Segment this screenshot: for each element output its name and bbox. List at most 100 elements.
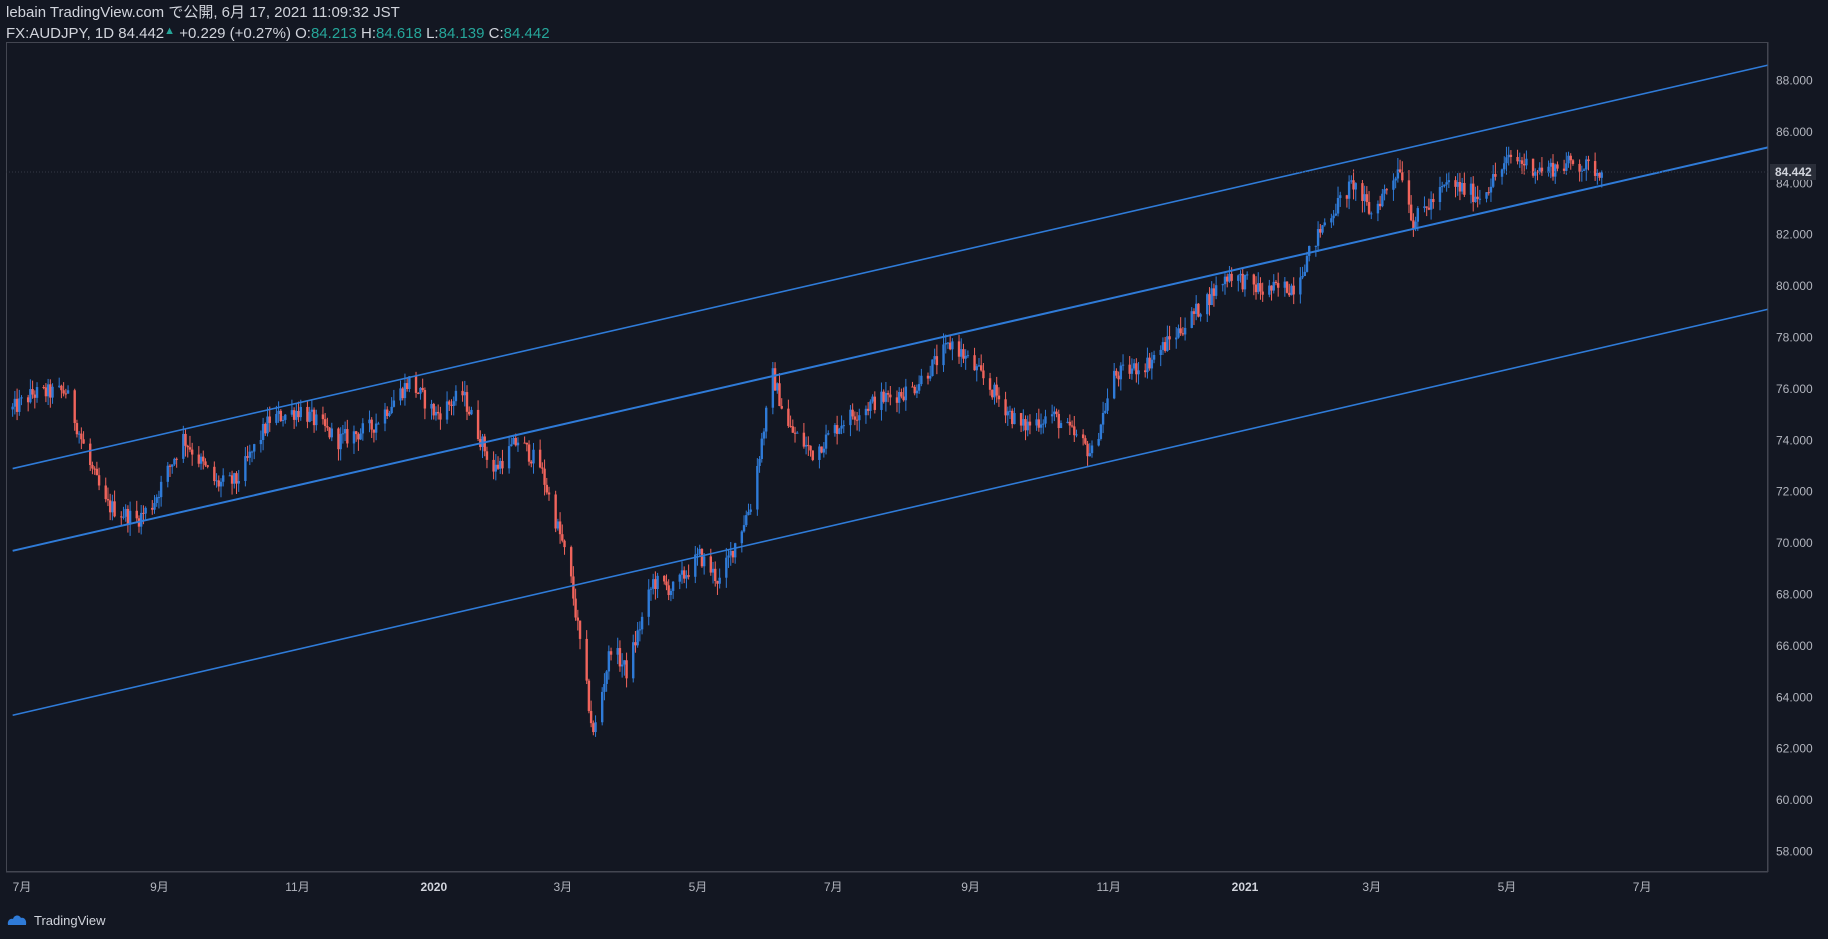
candle-body xyxy=(1536,171,1539,173)
time-tick-label: 3月 xyxy=(553,880,572,894)
candle-body xyxy=(1392,180,1395,190)
candle-body xyxy=(1460,182,1464,192)
candle-body xyxy=(11,406,14,410)
candle-body xyxy=(988,378,992,390)
candle-body xyxy=(600,691,604,723)
candle-body xyxy=(1447,180,1451,183)
time-tick-label: 11月 xyxy=(1096,880,1120,894)
candle-body xyxy=(1339,195,1342,198)
candle-body xyxy=(532,449,535,464)
candle-body xyxy=(1070,425,1074,427)
candle-body xyxy=(871,396,874,402)
candle-body xyxy=(73,390,76,424)
candle-body xyxy=(640,616,644,630)
candle-body xyxy=(1053,411,1056,415)
candle-body xyxy=(809,445,812,451)
time-tick-label: 5月 xyxy=(1498,880,1517,894)
candle-body xyxy=(687,575,690,577)
candle-body xyxy=(889,394,892,398)
candle-body xyxy=(1237,275,1240,281)
candle-body xyxy=(1505,157,1508,164)
candle-body xyxy=(1057,413,1060,429)
candle-body xyxy=(516,442,520,446)
candle-body xyxy=(328,427,331,438)
candle-body xyxy=(1068,421,1072,426)
candle-body xyxy=(1429,198,1433,210)
candle-body xyxy=(1299,277,1302,295)
candle-body xyxy=(202,456,205,462)
candle-body xyxy=(1305,255,1309,272)
candle-body xyxy=(647,589,650,617)
candle-body xyxy=(419,387,422,394)
time-tick-label: 7月 xyxy=(13,880,32,894)
candle-body xyxy=(607,651,611,672)
candle-body xyxy=(780,406,783,409)
candle-body xyxy=(1208,294,1211,306)
candle-body xyxy=(1128,364,1131,374)
candle-body xyxy=(370,419,373,430)
candle-body xyxy=(1245,274,1249,276)
candle-body xyxy=(1456,182,1459,187)
candle-body xyxy=(1090,445,1094,454)
candle-body xyxy=(77,433,81,435)
candle-body xyxy=(991,389,994,398)
candle-body xyxy=(1223,276,1227,285)
candle-body xyxy=(1440,186,1444,188)
candle-body xyxy=(742,525,746,532)
candle-body xyxy=(219,481,223,487)
candle-body xyxy=(1301,275,1304,278)
candle-body xyxy=(1569,155,1572,161)
price-tick-label: 64.000 xyxy=(1776,690,1813,704)
price-tick-label: 86.000 xyxy=(1776,125,1813,139)
candle-body xyxy=(432,403,435,416)
candle-body xyxy=(383,409,387,424)
candle-body xyxy=(1214,285,1218,296)
candle-body xyxy=(122,516,125,518)
candle-body xyxy=(853,416,857,420)
candle-body xyxy=(711,568,715,573)
candle-body xyxy=(541,467,544,469)
candle-body xyxy=(253,444,256,452)
candle-body xyxy=(434,411,438,416)
candle-body xyxy=(1011,410,1014,425)
candle-body xyxy=(82,439,85,444)
candle-body xyxy=(244,456,247,481)
candle-body xyxy=(993,384,996,398)
candle-body xyxy=(789,425,792,427)
candle-body xyxy=(1409,204,1413,221)
candle-body xyxy=(1414,221,1417,229)
price-tick-label: 60.000 xyxy=(1776,793,1813,807)
candle-body xyxy=(778,383,781,407)
candle-body xyxy=(663,575,666,582)
candle-body xyxy=(1525,158,1528,166)
candle-body xyxy=(1192,311,1196,314)
candle-body xyxy=(1383,189,1386,194)
candle-body xyxy=(1152,354,1156,360)
candle-body xyxy=(966,355,970,357)
candle-body xyxy=(1144,370,1147,373)
candle-body xyxy=(1600,171,1603,178)
candle-body xyxy=(1469,183,1473,195)
candle-body xyxy=(1163,342,1167,351)
candle-body xyxy=(299,406,302,418)
candle-body xyxy=(1494,174,1497,177)
candle-body xyxy=(1150,359,1154,369)
price-chart[interactable]: 88.00086.00084.00082.00080.00078.00076.0… xyxy=(0,0,1828,908)
candle-body xyxy=(1354,183,1357,190)
candle-body xyxy=(561,534,564,541)
change-value: +0.229 (+0.27%) xyxy=(179,25,291,42)
candle-body xyxy=(222,475,225,482)
candle-body xyxy=(392,400,396,407)
candle-body xyxy=(1503,163,1506,170)
candle-body xyxy=(206,465,209,467)
candle-body xyxy=(315,414,318,426)
candle-body xyxy=(51,386,54,398)
candle-body xyxy=(902,396,905,401)
candle-body xyxy=(880,391,883,410)
candle-body xyxy=(587,680,591,711)
candle-body xyxy=(184,433,187,446)
candle-body xyxy=(26,397,30,403)
brand-label[interactable]: TradingView xyxy=(34,912,106,928)
candle-body xyxy=(678,574,681,582)
candle-body xyxy=(616,648,619,655)
